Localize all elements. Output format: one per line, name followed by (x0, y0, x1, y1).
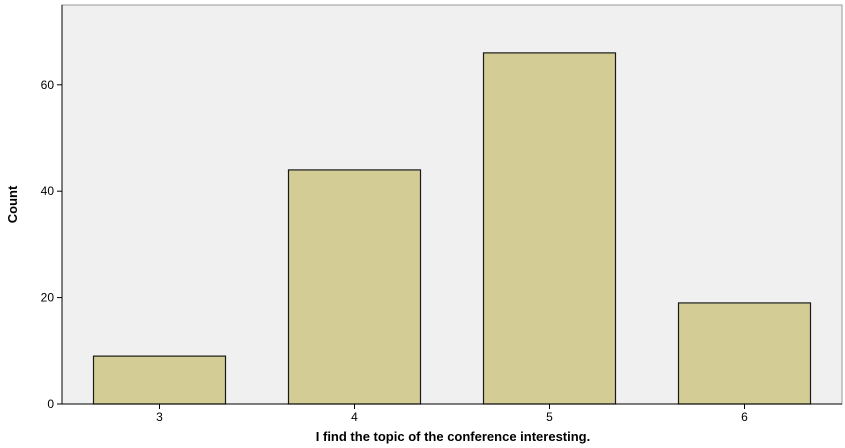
y-tick-label: 0 (47, 397, 54, 411)
x-ticks-group: 3 4 5 6 (156, 404, 748, 424)
x-tick-label: 3 (156, 410, 163, 424)
x-tick-label: 4 (351, 410, 358, 424)
y-tick-label: 60 (41, 78, 55, 92)
x-tick-label: 6 (741, 410, 748, 424)
x-axis-title: I find the topic of the conference inter… (316, 429, 590, 444)
bar-5 (482, 52, 617, 405)
bar-4 (287, 169, 422, 405)
bar-6 (677, 302, 812, 405)
y-tick-label: 40 (41, 184, 55, 198)
x-tick-label: 5 (546, 410, 553, 424)
bar-3 (92, 355, 227, 405)
y-tick-label: 20 (41, 291, 55, 305)
y-axis-title: Count (5, 185, 20, 223)
bars-group (92, 52, 812, 405)
y-ticks-group: 0 20 40 60 (41, 78, 62, 411)
